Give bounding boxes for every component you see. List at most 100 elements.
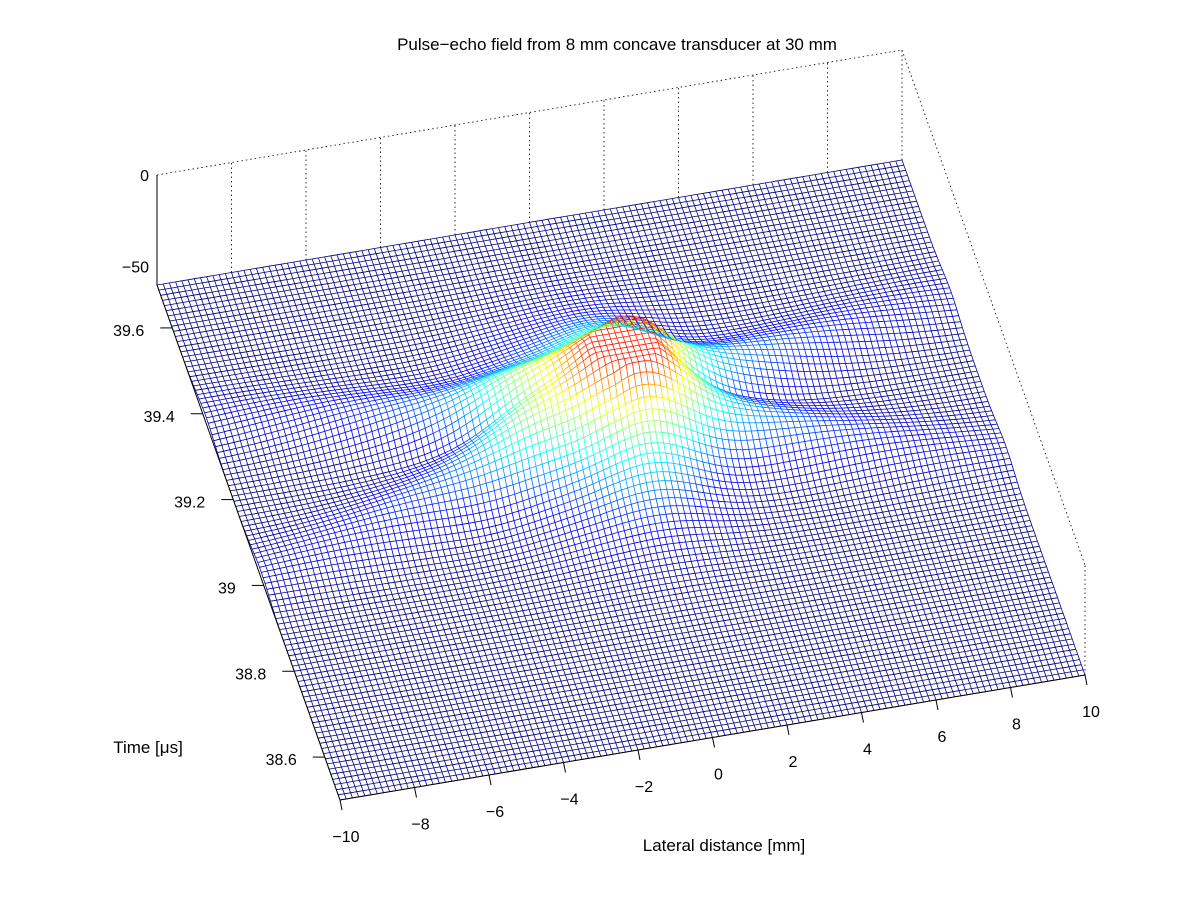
mesh-segment xyxy=(330,254,338,257)
mesh-segment xyxy=(572,230,579,232)
mesh-segment xyxy=(349,251,356,254)
mesh-segment xyxy=(185,289,192,292)
mesh-segment xyxy=(616,294,623,296)
mesh-segment xyxy=(641,291,648,294)
mesh-segment xyxy=(923,324,930,326)
mesh-segment xyxy=(651,211,658,214)
mesh-segment xyxy=(319,278,326,280)
mesh-segment xyxy=(643,207,650,210)
mesh-segment xyxy=(406,263,413,266)
mesh-segment xyxy=(649,206,656,209)
mesh-segment xyxy=(243,285,250,288)
mesh-segment xyxy=(181,295,188,298)
mesh-segment xyxy=(667,203,675,206)
mesh-segment xyxy=(624,297,631,299)
mesh-segment xyxy=(431,259,438,262)
mesh-segment xyxy=(462,237,470,240)
mesh-segment xyxy=(897,345,905,347)
mesh-segment xyxy=(522,238,529,241)
mesh-segment xyxy=(880,353,888,355)
mesh-segment xyxy=(219,273,226,275)
mesh-segment xyxy=(214,279,221,282)
mesh-segment xyxy=(388,250,395,252)
mesh-segment xyxy=(721,205,728,208)
mesh-segment xyxy=(523,222,530,224)
mesh-segment xyxy=(689,316,696,318)
mesh-segment xyxy=(289,266,296,269)
mesh-segment xyxy=(771,180,778,183)
mesh-segment xyxy=(721,188,729,191)
mesh-segment xyxy=(769,339,777,341)
mesh-segment xyxy=(870,163,878,166)
mesh-segment xyxy=(878,167,886,170)
mesh-segment xyxy=(237,270,244,272)
mesh-segment xyxy=(346,262,354,265)
mesh-segment xyxy=(927,317,934,319)
mesh-segment xyxy=(517,223,524,225)
mesh-segment xyxy=(267,281,275,284)
mesh-segment xyxy=(863,181,871,184)
mesh-segment xyxy=(479,229,487,232)
mesh-segment xyxy=(311,274,318,276)
mesh-segment xyxy=(598,231,606,233)
mesh-segment xyxy=(654,321,661,323)
mesh-segment xyxy=(480,250,488,253)
mesh-segment xyxy=(759,182,766,185)
mesh-segment xyxy=(556,221,563,224)
mesh-segment xyxy=(299,276,306,278)
mesh-segment xyxy=(362,270,370,273)
mesh-segment xyxy=(535,219,542,222)
mesh-segment xyxy=(555,238,562,240)
mesh-segment xyxy=(433,247,441,250)
mesh-segment xyxy=(390,255,397,258)
mesh-segment xyxy=(622,293,629,295)
mesh-segment xyxy=(174,296,182,299)
mesh-segment xyxy=(877,162,884,165)
mesh-segment xyxy=(940,316,947,318)
mesh-segment xyxy=(512,229,519,231)
mesh-segment xyxy=(408,252,416,254)
mesh-segment xyxy=(816,178,824,181)
mesh-segment xyxy=(365,259,372,262)
mesh-segment xyxy=(827,171,834,173)
mesh-segment xyxy=(885,166,892,169)
mesh-segment xyxy=(835,175,842,177)
mesh-segment xyxy=(429,254,436,256)
mesh-segment xyxy=(936,304,943,306)
mesh-segment xyxy=(793,187,801,190)
mesh-segment xyxy=(868,175,875,177)
mesh-segment xyxy=(530,242,537,245)
mesh-segment xyxy=(487,249,494,252)
mesh-segment xyxy=(416,256,424,259)
mesh-segment xyxy=(226,293,233,296)
mesh-segment xyxy=(419,244,426,247)
mesh-segment xyxy=(220,294,227,297)
mesh-segment xyxy=(663,299,670,301)
mesh-segment xyxy=(568,219,575,222)
mesh-segment xyxy=(908,338,915,340)
mesh-segment xyxy=(282,284,289,287)
mesh-segment xyxy=(842,376,850,379)
mesh-segment xyxy=(849,376,856,378)
mesh-segment xyxy=(580,234,587,236)
mesh-segment xyxy=(630,209,637,212)
mesh-segment xyxy=(227,277,234,280)
mesh-segment xyxy=(663,209,670,212)
mesh-segment xyxy=(560,215,567,218)
mesh-segment xyxy=(603,208,611,211)
mesh-segment xyxy=(510,224,518,226)
mesh-segment xyxy=(889,160,896,163)
mesh-segment xyxy=(636,224,643,227)
mesh-segment xyxy=(750,194,757,197)
mesh-segment xyxy=(572,213,580,216)
mesh-segment xyxy=(404,258,411,261)
mesh-segment xyxy=(189,300,196,302)
mesh-segment xyxy=(338,275,345,277)
mesh-segment xyxy=(727,204,734,207)
mesh-segment xyxy=(425,243,433,246)
mesh-segment xyxy=(276,285,283,288)
mesh-segment xyxy=(276,268,284,271)
mesh-segment xyxy=(290,272,298,274)
mesh-segment xyxy=(857,182,865,185)
mesh-segment xyxy=(709,190,716,193)
